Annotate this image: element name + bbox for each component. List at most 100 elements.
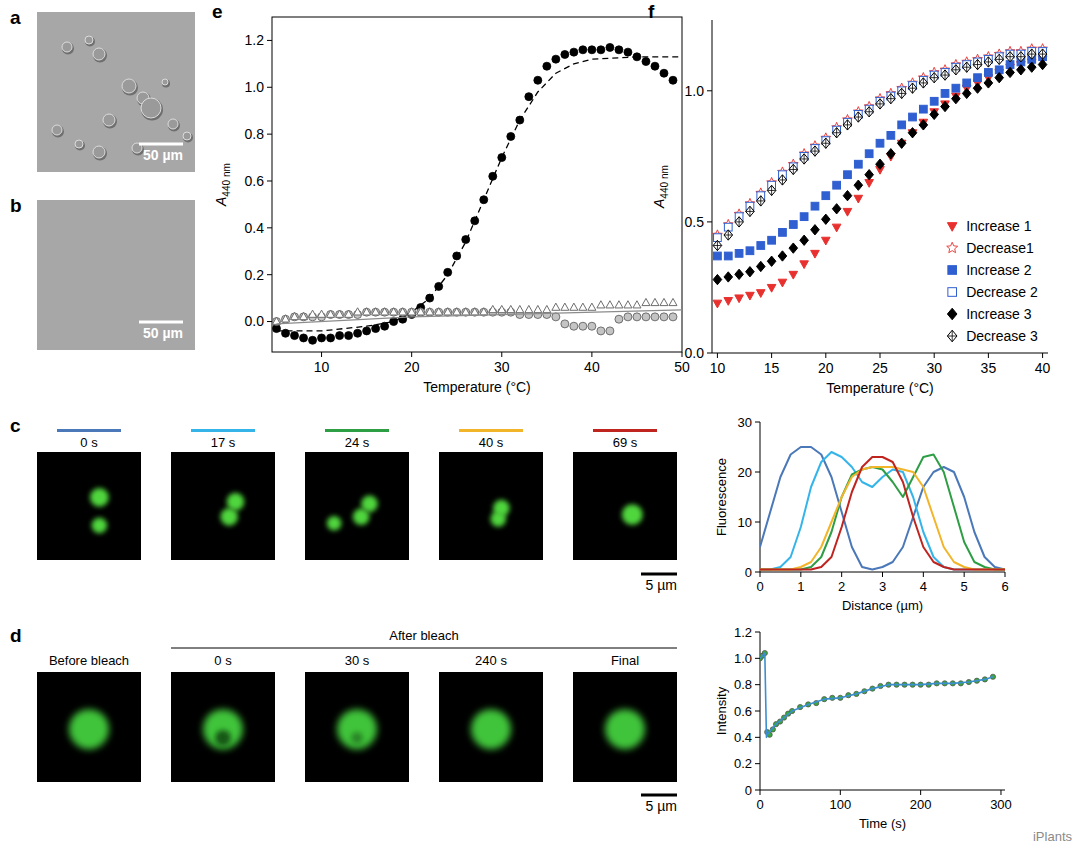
data-point: [811, 202, 819, 210]
y-tick-label: 0.6: [245, 173, 265, 189]
data-point: [642, 298, 650, 305]
y-tick-label: 0.4: [734, 730, 752, 745]
marker-shape: [1038, 49, 1047, 59]
data-point: [746, 267, 755, 277]
data-point: [854, 195, 863, 203]
fluorescence-frame: [37, 452, 141, 560]
y-tick-label: 0.0: [245, 313, 265, 329]
data-point: [973, 83, 982, 93]
marker-shape: [854, 112, 863, 122]
data-point: [372, 325, 380, 333]
data-point: [669, 313, 677, 321]
droplet-shadow: [183, 133, 193, 143]
data-point: [843, 208, 852, 216]
droplet-shadow: [93, 147, 107, 161]
marker-shape: [843, 120, 852, 130]
x-tick-label: 20: [818, 360, 834, 376]
x-tick-label: 300: [990, 797, 1012, 812]
data-point: [282, 315, 290, 323]
data-point: [390, 308, 398, 316]
legend-marker: [948, 266, 957, 275]
y-tick: [267, 180, 272, 181]
legend-label: Decrease1: [966, 240, 1034, 256]
x-tick: [988, 353, 989, 358]
x-tick: [923, 572, 924, 577]
marker-shape: [973, 83, 982, 93]
marker-shape: [767, 256, 776, 266]
data-point: [822, 192, 830, 200]
marker-shape: [930, 73, 939, 83]
data-point: [1027, 62, 1036, 72]
marker-shape: [962, 62, 971, 72]
data-point: [516, 305, 524, 312]
x-tick-label: 30: [494, 359, 510, 375]
data-point: [854, 160, 862, 168]
data-point: [941, 101, 950, 111]
droplet: [490, 511, 506, 527]
data-line: [760, 455, 1005, 570]
x-tick-label: 20: [404, 359, 420, 375]
data-point: [498, 154, 506, 162]
marker-shape: [789, 164, 798, 174]
legend-marker: [947, 308, 957, 320]
data-point: [615, 46, 623, 54]
data-point: [713, 240, 722, 250]
data-point: [633, 301, 641, 308]
droplet-shadow: [122, 80, 138, 96]
data-point: [381, 308, 389, 316]
data-point: [426, 308, 434, 315]
data-point: [768, 236, 776, 244]
droplet: [162, 79, 168, 85]
data-point: [756, 261, 765, 271]
data-point: [822, 237, 831, 245]
marker-shape: [1027, 62, 1036, 72]
fluorescence-frame: [171, 452, 275, 560]
data-point: [327, 310, 335, 317]
droplet: [168, 119, 178, 129]
droplet: [93, 146, 105, 158]
x-tick-label: 200: [910, 797, 932, 812]
data-point: [789, 243, 798, 253]
data-point: [336, 332, 344, 340]
data-point: [800, 235, 809, 245]
plot-frame: [272, 17, 682, 352]
legend-label: Decrease 2: [966, 284, 1038, 300]
data-point: [746, 292, 755, 300]
data-point: [832, 204, 841, 214]
droplet: [85, 36, 93, 44]
droplet-shadow: [168, 120, 180, 132]
x-tick-label: 35: [981, 360, 997, 376]
data-point: [779, 229, 787, 237]
frame-label: 240 s: [475, 653, 507, 668]
data-point: [444, 308, 452, 315]
marker-shape: [767, 185, 776, 195]
droplet-shadow: [62, 43, 74, 55]
y-tick: [707, 90, 712, 91]
data-point: [660, 313, 668, 321]
marker-shape: [811, 225, 820, 235]
data-point: [822, 214, 831, 224]
droplet: [337, 709, 377, 749]
droplet-shadow: [103, 115, 117, 129]
fluorescence-frame: [439, 672, 543, 782]
fluorescence-frame: [171, 672, 275, 782]
legend-marker: [947, 330, 957, 342]
data-point: [309, 336, 317, 344]
marker-shape: [713, 240, 722, 250]
data-point: [908, 83, 917, 93]
marker-shape: [811, 146, 820, 156]
y-tick: [755, 711, 760, 712]
data-point: [985, 69, 993, 77]
data-point: [552, 303, 560, 310]
droplet: [183, 132, 191, 140]
data-point: [534, 305, 542, 312]
chart: 101520253035400.00.51.0Temperature (°C)A…: [651, 20, 1051, 396]
x-tick: [682, 352, 683, 357]
droplet: [90, 488, 109, 507]
data-point: [363, 308, 371, 315]
marker-shape: [908, 128, 917, 138]
data-point: [789, 271, 798, 279]
marker-shape: [832, 128, 841, 138]
data-point: [336, 311, 344, 319]
y-tick-label: 1.0: [734, 651, 752, 666]
